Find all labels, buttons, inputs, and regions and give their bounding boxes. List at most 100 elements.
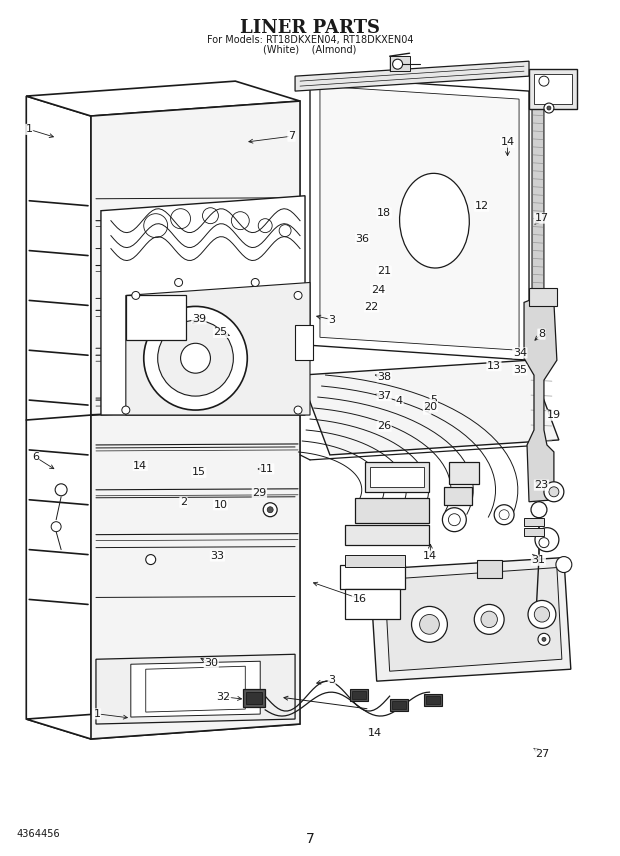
Text: 19: 19 xyxy=(547,410,561,420)
Bar xyxy=(352,691,366,699)
Bar xyxy=(524,518,544,526)
Polygon shape xyxy=(96,654,295,724)
Polygon shape xyxy=(370,557,571,681)
Text: 33: 33 xyxy=(210,551,224,561)
Circle shape xyxy=(294,406,302,414)
Bar xyxy=(524,527,544,536)
Polygon shape xyxy=(131,661,260,717)
Circle shape xyxy=(544,103,554,113)
Bar xyxy=(295,325,313,360)
Circle shape xyxy=(474,604,504,634)
Bar xyxy=(529,288,557,306)
Bar xyxy=(246,693,262,704)
Circle shape xyxy=(443,508,466,532)
Text: 14: 14 xyxy=(133,461,148,471)
Text: 39: 39 xyxy=(192,314,206,324)
Text: 8: 8 xyxy=(538,330,545,339)
Text: 24: 24 xyxy=(371,285,385,294)
Circle shape xyxy=(534,607,549,622)
Text: 14: 14 xyxy=(368,728,382,738)
Bar xyxy=(427,696,440,704)
Text: 13: 13 xyxy=(487,360,501,371)
Text: 16: 16 xyxy=(352,594,366,603)
Bar xyxy=(370,467,425,487)
Bar xyxy=(365,462,430,492)
Circle shape xyxy=(267,507,273,513)
Text: 1: 1 xyxy=(94,709,100,719)
Text: 37: 37 xyxy=(377,390,391,401)
Text: 11: 11 xyxy=(260,464,274,474)
Polygon shape xyxy=(300,360,559,455)
Circle shape xyxy=(547,106,551,110)
Bar xyxy=(345,525,430,544)
Circle shape xyxy=(542,638,546,641)
Text: 30: 30 xyxy=(204,658,218,669)
Circle shape xyxy=(538,633,550,645)
Text: 7: 7 xyxy=(288,131,295,141)
Polygon shape xyxy=(26,81,300,116)
Text: 29: 29 xyxy=(252,488,267,498)
Text: 9: 9 xyxy=(423,404,431,414)
Circle shape xyxy=(494,505,514,525)
Bar xyxy=(243,689,265,707)
Text: 38: 38 xyxy=(377,372,391,382)
Bar xyxy=(126,295,185,341)
Circle shape xyxy=(556,556,572,573)
Circle shape xyxy=(535,527,559,551)
Text: 14: 14 xyxy=(423,551,438,561)
Circle shape xyxy=(122,406,130,414)
Text: 34: 34 xyxy=(513,348,527,358)
Circle shape xyxy=(264,502,277,517)
Text: 4364456: 4364456 xyxy=(16,829,60,839)
Circle shape xyxy=(157,320,233,396)
Bar xyxy=(389,56,410,71)
Circle shape xyxy=(144,306,247,410)
Polygon shape xyxy=(91,101,300,739)
Circle shape xyxy=(51,521,61,532)
Text: 1: 1 xyxy=(25,124,33,134)
Text: 27: 27 xyxy=(535,749,549,759)
Circle shape xyxy=(55,484,67,496)
Text: 18: 18 xyxy=(377,208,391,218)
Text: 12: 12 xyxy=(474,201,489,211)
Text: For Models: RT18DKXEN04, RT18DKXEN04: For Models: RT18DKXEN04, RT18DKXEN04 xyxy=(206,35,414,45)
Circle shape xyxy=(531,502,547,518)
Circle shape xyxy=(539,76,549,86)
Circle shape xyxy=(146,555,156,565)
Bar xyxy=(529,69,577,109)
Text: (White)    (Almond): (White) (Almond) xyxy=(264,45,356,54)
Circle shape xyxy=(392,59,402,69)
Text: 25: 25 xyxy=(213,328,228,337)
Text: 26: 26 xyxy=(377,421,391,431)
Text: 20: 20 xyxy=(423,401,438,412)
Text: 35: 35 xyxy=(513,365,527,375)
Bar xyxy=(345,555,405,567)
Bar xyxy=(345,590,400,620)
Polygon shape xyxy=(126,282,310,415)
Text: 4: 4 xyxy=(396,395,403,406)
Circle shape xyxy=(175,278,182,287)
Bar xyxy=(350,689,368,701)
Circle shape xyxy=(539,538,549,548)
Circle shape xyxy=(448,514,460,526)
Text: 6: 6 xyxy=(32,452,39,462)
Polygon shape xyxy=(310,76,529,360)
Polygon shape xyxy=(384,568,562,671)
Text: 2: 2 xyxy=(180,497,187,508)
Circle shape xyxy=(499,509,509,520)
Text: 7: 7 xyxy=(306,832,314,846)
Polygon shape xyxy=(101,196,305,415)
Circle shape xyxy=(132,291,140,300)
Polygon shape xyxy=(320,86,519,350)
Bar xyxy=(425,694,443,706)
Text: 5: 5 xyxy=(430,395,437,405)
Ellipse shape xyxy=(399,174,469,268)
Bar xyxy=(534,74,572,104)
Text: 17: 17 xyxy=(534,213,549,223)
Text: 3: 3 xyxy=(328,675,335,685)
Circle shape xyxy=(420,615,440,634)
Bar xyxy=(450,462,479,484)
Bar xyxy=(389,699,407,711)
Circle shape xyxy=(544,482,564,502)
Text: 31: 31 xyxy=(531,556,546,565)
